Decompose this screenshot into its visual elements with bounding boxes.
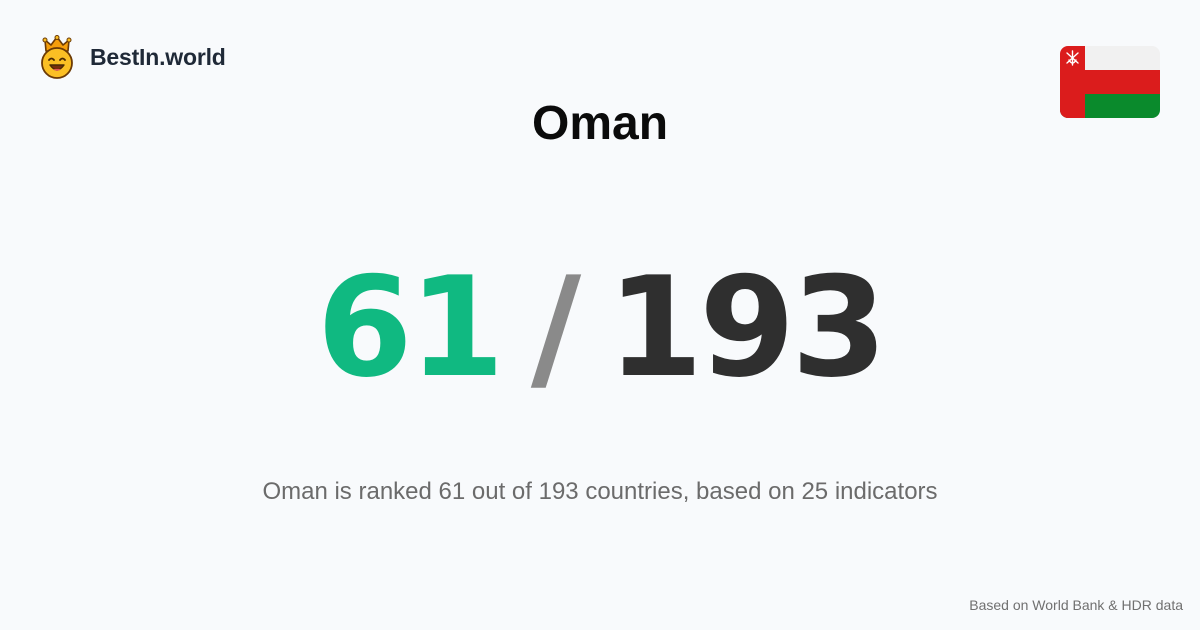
rank-display: 61/193 (0, 248, 1200, 408)
rank-separator: / (530, 247, 581, 408)
data-source-note: Based on World Bank & HDR data (969, 597, 1183, 613)
brand[interactable]: BestIn.world (38, 35, 226, 79)
page-title: Oman (531, 97, 669, 150)
rank-total: 193 (607, 247, 887, 408)
crowned-smiley-icon (41, 35, 73, 79)
oman-emblem-icon (1066, 50, 1079, 66)
oman-flag-icon (1060, 46, 1160, 118)
rank-value: 61 (316, 247, 505, 408)
brand-name: BestIn.world (90, 43, 226, 70)
rank-summary: Oman is ranked 61 out of 193 countries, … (262, 478, 938, 505)
